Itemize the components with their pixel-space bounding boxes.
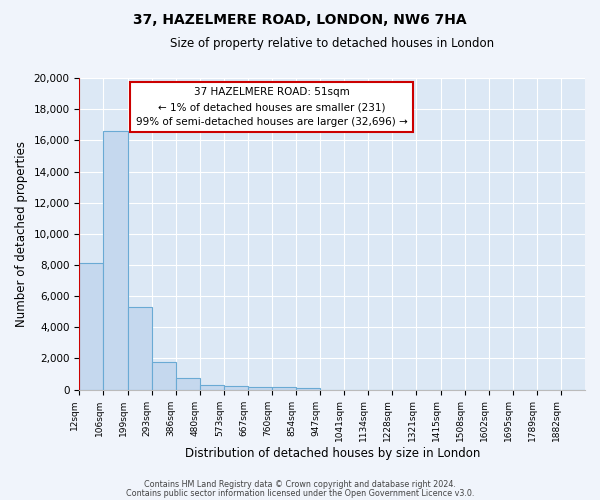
Bar xyxy=(224,386,248,390)
Bar xyxy=(272,388,296,390)
Title: Size of property relative to detached houses in London: Size of property relative to detached ho… xyxy=(170,38,494,51)
Text: 37 HAZELMERE ROAD: 51sqm
← 1% of detached houses are smaller (231)
99% of semi-d: 37 HAZELMERE ROAD: 51sqm ← 1% of detache… xyxy=(136,88,407,127)
Y-axis label: Number of detached properties: Number of detached properties xyxy=(15,141,28,327)
Bar xyxy=(128,307,152,390)
Text: Contains HM Land Registry data © Crown copyright and database right 2024.: Contains HM Land Registry data © Crown c… xyxy=(144,480,456,489)
Bar xyxy=(176,378,200,390)
Text: Contains public sector information licensed under the Open Government Licence v3: Contains public sector information licen… xyxy=(126,488,474,498)
X-axis label: Distribution of detached houses by size in London: Distribution of detached houses by size … xyxy=(185,447,480,460)
Bar xyxy=(152,362,176,390)
Bar xyxy=(296,388,320,390)
Bar xyxy=(103,131,128,390)
Text: 37, HAZELMERE ROAD, LONDON, NW6 7HA: 37, HAZELMERE ROAD, LONDON, NW6 7HA xyxy=(133,12,467,26)
Bar xyxy=(248,387,272,390)
Bar xyxy=(79,264,103,390)
Bar xyxy=(200,385,224,390)
